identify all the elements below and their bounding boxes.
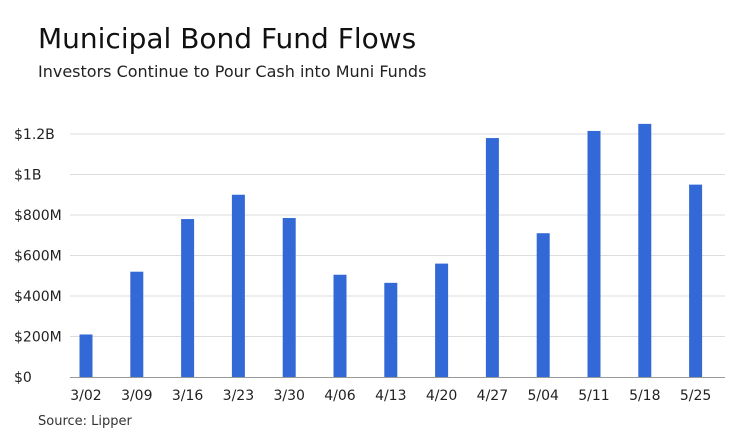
source-note: Source: Lipper [38, 414, 132, 429]
y-tick-label: $200M [14, 330, 62, 346]
chart-title: Municipal Bond Fund Flows [38, 22, 417, 55]
bar-4-13 [384, 282, 398, 377]
x-tick-label: 5/25 [680, 388, 711, 404]
x-tick-label: 4/20 [426, 388, 457, 404]
y-tick-label: $600M [14, 249, 62, 265]
x-tick-label: 3/16 [172, 388, 204, 404]
y-axis-tick-labels: $0 $200M $400M $600M $800M $1B $1.2B [14, 127, 62, 386]
x-tick-label: 5/04 [527, 388, 559, 404]
x-tick-label: 5/11 [578, 388, 609, 404]
bar-3-30 [282, 218, 296, 377]
x-axis-tick-labels: 3/02 3/09 3/16 3/23 3/30 4/06 4/13 4/20 4/27 5/04… [70, 388, 711, 404]
x-tick-label: 3/02 [70, 388, 101, 404]
x-tick-label: 3/23 [223, 388, 254, 404]
bar-4-06 [333, 274, 347, 377]
y-tick-label: $400M [14, 289, 62, 305]
bar-5-25 [689, 184, 703, 377]
y-tick-label: $1.2B [14, 127, 55, 143]
y-tick-label: $800M [14, 208, 62, 224]
x-tick-label: 5/18 [629, 388, 660, 404]
gridlines [70, 133, 725, 337]
bar-5-11 [587, 130, 601, 377]
bar-4-27 [485, 138, 499, 377]
x-tick-label: 3/09 [121, 388, 152, 404]
bar-3-09 [130, 271, 144, 377]
bar-5-04 [536, 233, 550, 377]
bars [79, 123, 703, 377]
bar-3-23 [231, 194, 245, 377]
chart-subtitle: Investors Continue to Pour Cash into Mun… [38, 62, 427, 81]
bar-3-16 [181, 219, 195, 377]
bar-4-20 [435, 263, 449, 377]
x-tick-label: 4/06 [324, 388, 356, 404]
x-tick-label: 4/13 [375, 388, 406, 404]
x-tick-label: 4/27 [477, 388, 508, 404]
y-tick-label: $0 [14, 370, 32, 386]
bar-3-02 [79, 334, 93, 377]
bar-5-18 [638, 123, 652, 377]
y-tick-label: $1B [14, 168, 41, 184]
x-tick-label: 3/30 [273, 388, 304, 404]
